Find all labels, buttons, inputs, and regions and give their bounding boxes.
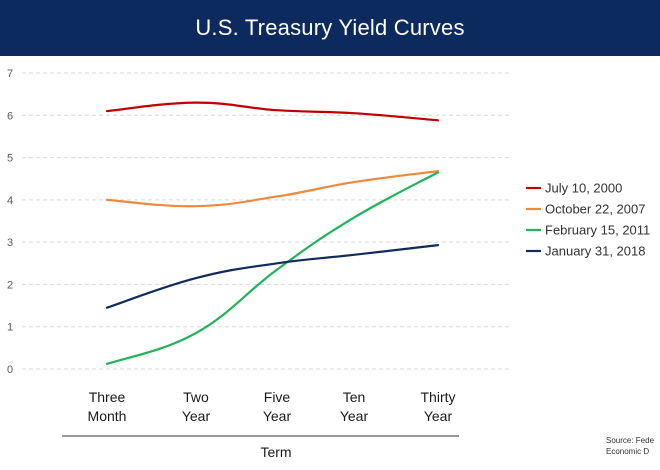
x-category-label: Three Month [88, 389, 127, 424]
x-axis-categories: Three Month Two Year Five Year Ten Year Thirty Ye… [88, 389, 456, 424]
series-line-4 [105, 244, 440, 309]
legend-entry: October 22, 2007 [545, 202, 645, 217]
y-tick-label: 2 [7, 279, 13, 291]
source-note: Source: Fede Economic D [606, 436, 655, 456]
y-tick-label: 5 [7, 153, 13, 165]
source-note-line: Economic D [606, 447, 649, 456]
legend-entry: July 10, 2000 [545, 181, 622, 196]
x-axis-title: Term [260, 444, 291, 460]
x-category-label: Two Year [182, 389, 211, 424]
y-tick-label: 1 [7, 322, 13, 334]
yield-curve-chart: 0 1 2 3 4 5 6 7 Three Month Two Year Five Year Ten Yea… [7, 68, 655, 460]
x-category-label: Five Year [263, 389, 292, 424]
legend-entry: February 15, 2011 [545, 223, 650, 238]
y-tick-label: 6 [7, 110, 13, 122]
series-line-1 [105, 101, 440, 122]
x-category-label: Ten Year [340, 389, 369, 424]
chart-title: U.S. Treasury Yield Curves [195, 15, 465, 40]
series-line-3 [105, 171, 440, 366]
chart-title-bar: U.S. Treasury Yield Curves [0, 0, 660, 56]
x-category-label: Thirty Year [421, 389, 456, 424]
y-tick-label: 4 [7, 195, 13, 207]
gridlines [22, 72, 512, 370]
legend: July 10, 2000 October 22, 2007 February 15… [526, 181, 650, 259]
y-tick-label: 0 [7, 364, 13, 376]
source-note-line: Source: Fede [606, 436, 655, 445]
y-axis-ticks: 0 1 2 3 4 5 6 7 [7, 68, 13, 376]
series-line-2 [105, 170, 440, 208]
y-tick-label: 3 [7, 237, 13, 249]
y-tick-label: 7 [7, 68, 13, 80]
series-lines [105, 101, 440, 366]
legend-entry: January 31, 2018 [545, 244, 645, 259]
